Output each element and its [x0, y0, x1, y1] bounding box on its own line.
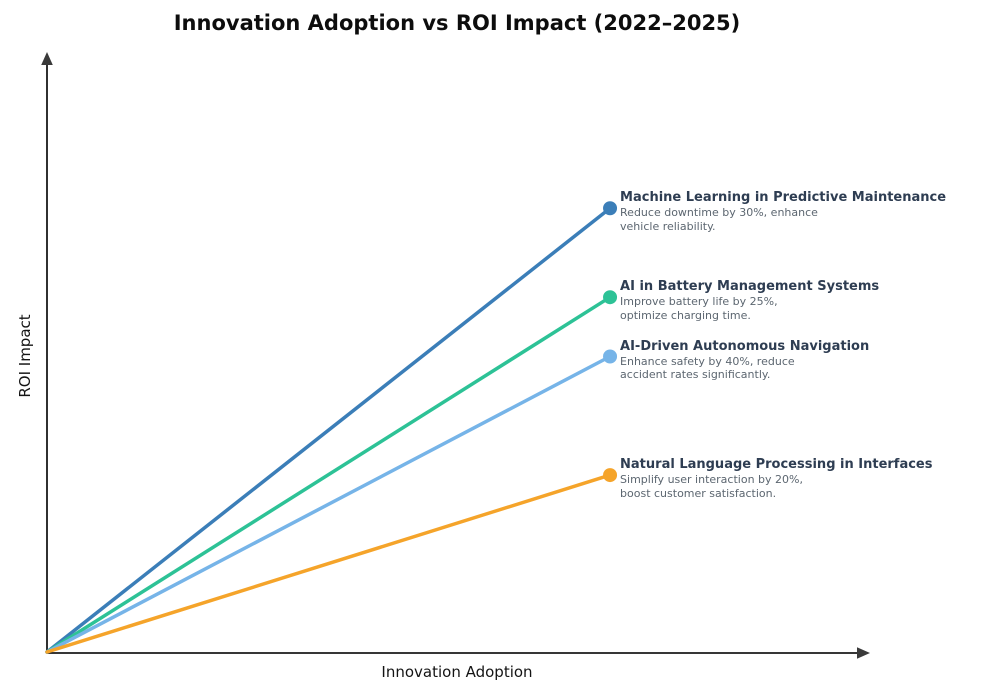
annotation-ai-autonomous-navigation: AI-Driven Autonomous Navigation Enhance …	[620, 338, 869, 382]
y-axis-arrow-icon	[41, 52, 53, 65]
annotation-desc-line: optimize charging time.	[620, 308, 751, 322]
x-axis-label: Innovation Adoption	[381, 663, 533, 681]
trend-line	[45, 206, 612, 654]
annotation-desc-line: Reduce downtime by 30%, enhance	[620, 206, 818, 220]
annotation-ai-battery-management: AI in Battery Management Systems Improve…	[620, 278, 879, 322]
trend-line	[45, 295, 612, 654]
series-layer	[45, 201, 618, 654]
annotation-title: AI in Battery Management Systems	[620, 279, 880, 295]
annotation-desc-line: accident rates significantly.	[620, 368, 771, 381]
annotation-desc-line: Improve battery life by 25%,	[620, 295, 778, 309]
annotation-desc-line: vehicle reliability.	[620, 219, 716, 233]
annotation-desc-line: Enhance safety by 40%, reduce	[620, 354, 795, 368]
annotation-title: Machine Learning in Predictive Maintenan…	[620, 190, 947, 206]
annotation-title: AI-Driven Autonomous Navigation	[620, 338, 870, 354]
annotation-desc-line: Simplify user interaction by 20%,	[620, 473, 803, 487]
trend-line	[45, 354, 612, 654]
annotation-machine-learning-predictive-maintenance: Machine Learning in Predictive Maintenan…	[620, 189, 946, 233]
y-axis	[41, 52, 53, 653]
data-point	[603, 349, 618, 364]
data-point	[603, 468, 618, 483]
chart-title: Innovation Adoption vs ROI Impact (2022–…	[173, 11, 741, 35]
trend-line	[45, 473, 612, 654]
annotation-nlp-interfaces: Natural Language Processing in Interface…	[620, 456, 932, 500]
y-axis-label: ROI Impact	[16, 314, 34, 398]
annotation-desc-line: boost customer satisfaction.	[620, 486, 777, 500]
annotation-title: Natural Language Processing in Interface…	[620, 457, 933, 473]
data-point	[603, 290, 618, 305]
x-axis	[47, 647, 870, 659]
x-axis-arrow-icon	[857, 647, 870, 659]
data-point	[603, 201, 618, 216]
